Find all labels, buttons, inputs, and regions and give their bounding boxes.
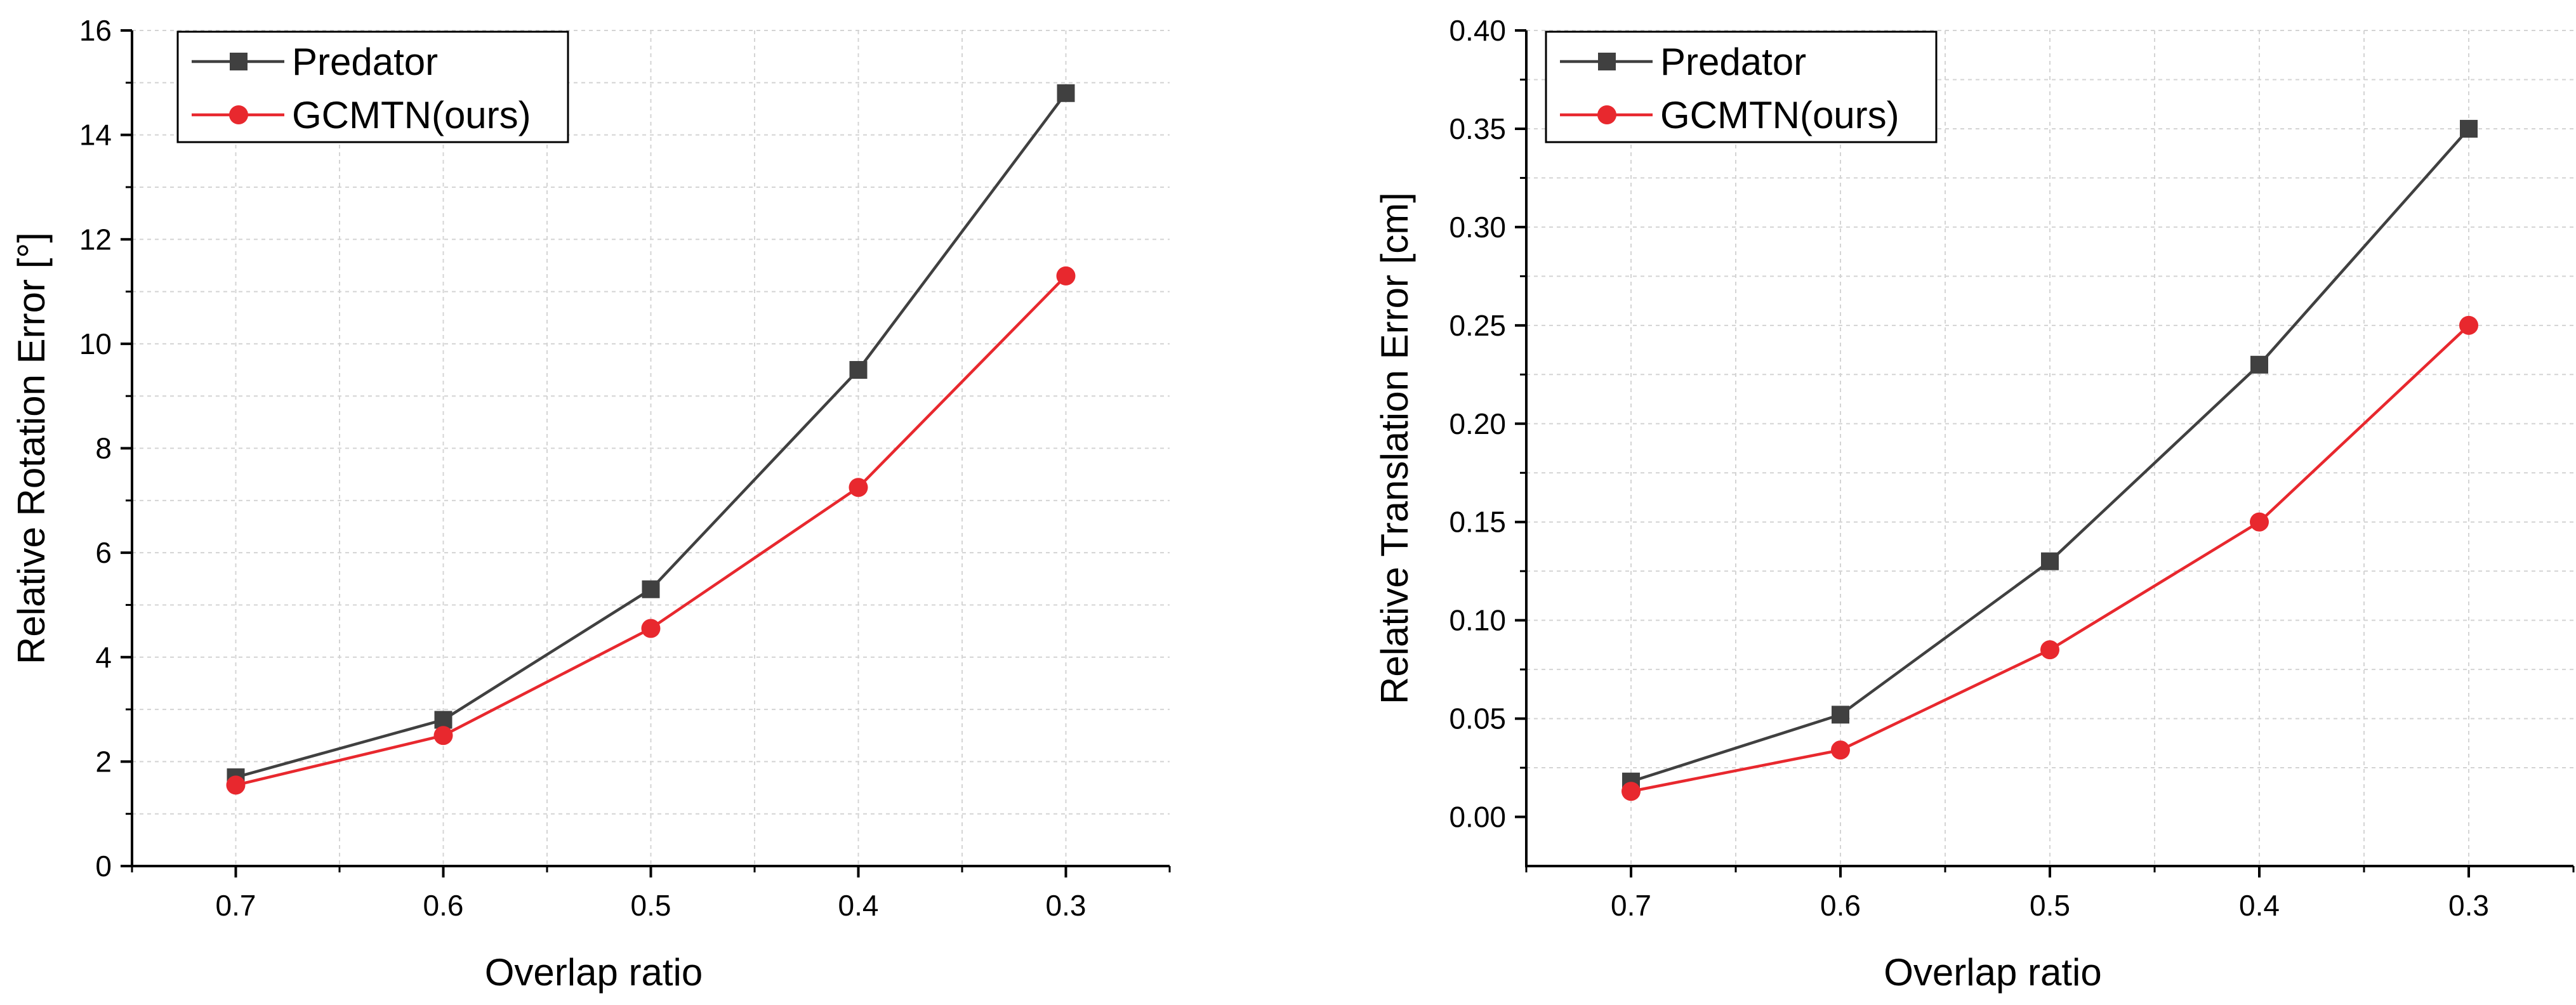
data-point-circle — [849, 478, 868, 497]
legend-marker-circle — [1597, 105, 1616, 124]
legend-marker-square — [1598, 53, 1616, 70]
y-tick-label: 0.10 — [1449, 604, 1506, 637]
legend: Predator GCMTN(ours) — [176, 30, 569, 143]
y-axis-label: Relative Rotation Error [°] — [10, 232, 53, 664]
y-tick-label: 0.30 — [1449, 211, 1506, 244]
x-tick-label: 0.3 — [2448, 889, 2489, 922]
legend-marker-circle — [229, 105, 248, 124]
data-point-circle — [2250, 512, 2269, 532]
y-tick-label: 0.05 — [1449, 702, 1506, 735]
legend-label: GCMTN(ours) — [1660, 94, 1899, 136]
legend: Predator GCMTN(ours) — [1545, 30, 1938, 143]
x-tick-label: 0.4 — [2239, 889, 2280, 922]
y-tick-label: 12 — [79, 223, 112, 256]
data-point-circle — [641, 619, 661, 638]
data-point-circle — [433, 726, 453, 746]
y-tick-label: 10 — [79, 327, 112, 360]
legend-box — [176, 30, 569, 143]
data-point-square — [2041, 552, 2059, 570]
x-tick-label: 0.3 — [1046, 889, 1087, 922]
legend-label: Predator — [1660, 41, 1806, 83]
x-tick-label: 0.7 — [1611, 889, 1651, 922]
y-tick-label: 0 — [95, 850, 112, 883]
y-tick-label: 14 — [79, 119, 112, 152]
legend-label: Predator — [292, 41, 438, 83]
x-tick-label: 0.5 — [631, 889, 671, 922]
x-axis-label: Overlap ratio — [485, 951, 703, 994]
x-tick-label: 0.5 — [2030, 889, 2070, 922]
legend-marker-square — [230, 53, 248, 70]
data-point-circle — [226, 775, 246, 795]
chart-panel-2: 0.00 0.05 0.10 0.15 0.20 0.25 0.30 0.35 0.40 0.7 0… — [1373, 14, 2575, 994]
y-tick-label: 8 — [95, 432, 112, 465]
y-tick-label: 0.15 — [1449, 506, 1506, 539]
data-point-square — [2250, 355, 2268, 374]
data-point-square — [2460, 119, 2478, 138]
legend-box — [1545, 30, 1938, 143]
y-tick-label: 0.25 — [1449, 309, 1506, 342]
y-tick-label: 0.00 — [1449, 801, 1506, 834]
x-tick-label: 0.4 — [838, 889, 879, 922]
data-point-circle — [1831, 740, 1850, 760]
data-point-square — [642, 580, 660, 598]
data-point-square — [849, 361, 868, 379]
y-axis-label: Relative Translation Error [cm] — [1373, 192, 1416, 704]
y-tick-label: 2 — [95, 745, 112, 778]
data-point-square — [1057, 84, 1075, 102]
series-gcmtn — [226, 266, 1076, 795]
data-point-square — [434, 711, 452, 729]
data-point-circle — [1056, 266, 1076, 286]
y-tick-label: 6 — [95, 536, 112, 569]
y-tick-label: 0.35 — [1449, 112, 1506, 145]
gridlines — [1526, 30, 2573, 866]
x-tick-label: 0.7 — [216, 889, 256, 922]
y-tick-label: 4 — [95, 641, 112, 674]
y-tick-label: 0.40 — [1449, 14, 1506, 47]
y-tick-label: 0.20 — [1449, 407, 1506, 440]
series-predator — [227, 84, 1075, 787]
data-point-circle — [2459, 315, 2478, 335]
series-gcmtn — [1622, 315, 2478, 801]
y-tick-label: 16 — [79, 14, 112, 47]
data-point-circle — [1622, 782, 1641, 801]
series-predator — [1622, 119, 2478, 791]
data-point-square — [1832, 706, 1849, 724]
legend-label: GCMTN(ours) — [292, 94, 531, 136]
x-tick-label: 0.6 — [1820, 889, 1861, 922]
gridlines — [132, 30, 1170, 866]
x-axis-label: Overlap ratio — [1884, 951, 2101, 994]
chart-panel-1: 0 2 4 6 8 10 12 14 16 0.7 0.6 0.5 0.4 0.3 Overlap rati… — [10, 14, 1171, 994]
x-tick-label: 0.6 — [423, 889, 464, 922]
data-point-circle — [2040, 640, 2059, 660]
